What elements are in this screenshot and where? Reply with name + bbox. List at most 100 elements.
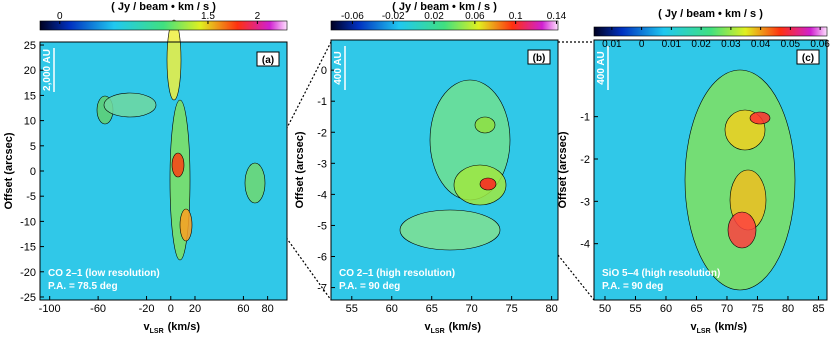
emission-region bbox=[179, 208, 193, 242]
colorbar-tick-label: 0.03 bbox=[721, 39, 741, 50]
y-tick-label: -15 bbox=[20, 242, 36, 254]
line-label: CO 2–1 (low resolution) bbox=[48, 268, 160, 279]
colorbar-tick-label: 0.02 bbox=[424, 11, 444, 22]
x-label-symbol: v bbox=[691, 321, 698, 333]
panel-label-box bbox=[256, 51, 280, 67]
x-label-unit: (km/s) bbox=[168, 321, 201, 333]
colorbar bbox=[39, 20, 288, 31]
x-tick-label: 0 bbox=[168, 303, 174, 315]
colorbar-tick-label: 0.02 bbox=[691, 39, 711, 50]
x-tick-label: 60 bbox=[237, 303, 249, 315]
emission-region bbox=[244, 162, 266, 204]
y-tick-label: -5 bbox=[26, 191, 36, 203]
y-tick-label: 5 bbox=[30, 141, 36, 153]
emission-region bbox=[171, 152, 185, 178]
colorbar-tick-label: 2 bbox=[255, 11, 261, 22]
line-label: SiO 5–4 (high resolution) bbox=[602, 268, 720, 279]
y-tick-label: -20 bbox=[20, 267, 36, 279]
x-tick-label: 75 bbox=[506, 303, 518, 315]
colorbar-tick-label: 0.06 bbox=[465, 11, 485, 22]
colorbar bbox=[593, 26, 828, 37]
x-tick-label: 70 bbox=[466, 303, 478, 315]
y-tick-label: -25 bbox=[20, 292, 36, 304]
x-label-subscript: LSR bbox=[150, 328, 164, 335]
y-tick-label: -1 bbox=[580, 112, 590, 124]
y-axis-label: Offset (arcsec) bbox=[294, 131, 306, 208]
y-tick-label: 10 bbox=[24, 116, 36, 128]
y-tick-label: -7 bbox=[317, 283, 327, 295]
x-tick-label: 55 bbox=[346, 303, 358, 315]
panel-label: (c) bbox=[802, 53, 814, 64]
emission-region bbox=[479, 177, 497, 191]
colorbar-tick-label: 0.04 bbox=[751, 39, 771, 50]
y-tick-label: -6 bbox=[317, 252, 327, 264]
x-label-subscript: LSR bbox=[431, 328, 445, 335]
plot-frame bbox=[330, 39, 559, 301]
y-tick-label: -2 bbox=[580, 154, 590, 166]
colorbar-tick-label: -0.06 bbox=[341, 11, 364, 22]
colorbar-tick-label: 0.05 bbox=[781, 39, 801, 50]
line-label: CO 2–1 (high resolution) bbox=[339, 268, 455, 279]
x-tick-label: 20 bbox=[189, 303, 201, 315]
colorbar-title: ( Jy / beam • km / s ) bbox=[658, 8, 763, 20]
x-label-symbol: v bbox=[425, 321, 432, 333]
colorbar-title: ( Jy / beam • km / s ) bbox=[392, 1, 497, 13]
y-tick-label: -3 bbox=[580, 196, 590, 208]
x-axis-label: vLSR (km/s) bbox=[144, 321, 201, 335]
y-tick-label: 25 bbox=[24, 40, 36, 52]
panel-label: (b) bbox=[533, 53, 546, 64]
y-tick-label: 0 bbox=[321, 65, 327, 77]
x-tick-label: 80 bbox=[545, 303, 557, 315]
x-tick-label: -100 bbox=[39, 303, 61, 315]
colorbar-tick-label: 0.1 bbox=[509, 11, 523, 22]
emission-region bbox=[727, 211, 757, 249]
y-tick-label: -5 bbox=[317, 220, 327, 232]
x-tick-label: 85 bbox=[812, 303, 824, 315]
x-tick-label: -60 bbox=[90, 303, 106, 315]
colorbar-tick-label: 0.01 bbox=[662, 39, 682, 50]
y-axis-label: Offset (arcsec) bbox=[557, 131, 569, 208]
y-tick-label: -2 bbox=[317, 127, 327, 139]
pa-label: P.A. = 90 deg bbox=[339, 281, 400, 292]
heatmap-background bbox=[40, 42, 287, 300]
panel-label: (a) bbox=[262, 55, 274, 66]
scale-bar-label: 2,000 AU bbox=[42, 49, 53, 91]
colorbar-tick-label: 0 bbox=[639, 39, 645, 50]
y-tick-label: -3 bbox=[317, 158, 327, 170]
x-tick-label: 60 bbox=[660, 303, 672, 315]
scale-bar-label: 400 AU bbox=[333, 51, 344, 85]
colorbar-tick-label: 0.06 bbox=[810, 39, 830, 50]
colorbar-tick-label: 1.5 bbox=[201, 11, 215, 22]
x-tick-label: 70 bbox=[721, 303, 733, 315]
colorbar-tick-label: 0.14 bbox=[547, 11, 567, 22]
x-tick-label: 75 bbox=[751, 303, 763, 315]
x-tick-label: 60 bbox=[386, 303, 398, 315]
y-tick-label: 0 bbox=[30, 166, 36, 178]
colorbar-title: ( Jy / beam • km / s ) bbox=[111, 1, 216, 13]
colorbar-tick-label: 0.01 bbox=[602, 39, 622, 50]
emission-region bbox=[166, 19, 182, 101]
y-tick-label: -4 bbox=[580, 239, 590, 251]
pa-label: P.A. = 78.5 deg bbox=[48, 281, 118, 292]
x-tick-label: 55 bbox=[629, 303, 641, 315]
emission-region bbox=[749, 111, 771, 125]
y-tick-label: -10 bbox=[20, 216, 36, 228]
x-tick-label: -20 bbox=[139, 303, 155, 315]
plot-frame bbox=[593, 39, 828, 301]
scale-bar-label: 400 AU bbox=[596, 51, 607, 85]
panel-label-box bbox=[796, 49, 820, 65]
x-tick-label: 65 bbox=[690, 303, 702, 315]
x-label-unit: (km/s) bbox=[715, 321, 748, 333]
x-tick-label: 65 bbox=[426, 303, 438, 315]
emission-region bbox=[399, 209, 501, 251]
x-label-unit: (km/s) bbox=[449, 321, 482, 333]
x-tick-label: 80 bbox=[262, 303, 274, 315]
x-tick-label: 80 bbox=[782, 303, 794, 315]
emission-region bbox=[103, 92, 157, 118]
y-tick-label: 15 bbox=[24, 90, 36, 102]
emission-region bbox=[474, 116, 496, 134]
x-label-symbol: v bbox=[144, 321, 151, 333]
x-axis-label: vLSR (km/s) bbox=[691, 321, 748, 335]
pa-label: P.A. = 90 deg bbox=[602, 281, 663, 292]
